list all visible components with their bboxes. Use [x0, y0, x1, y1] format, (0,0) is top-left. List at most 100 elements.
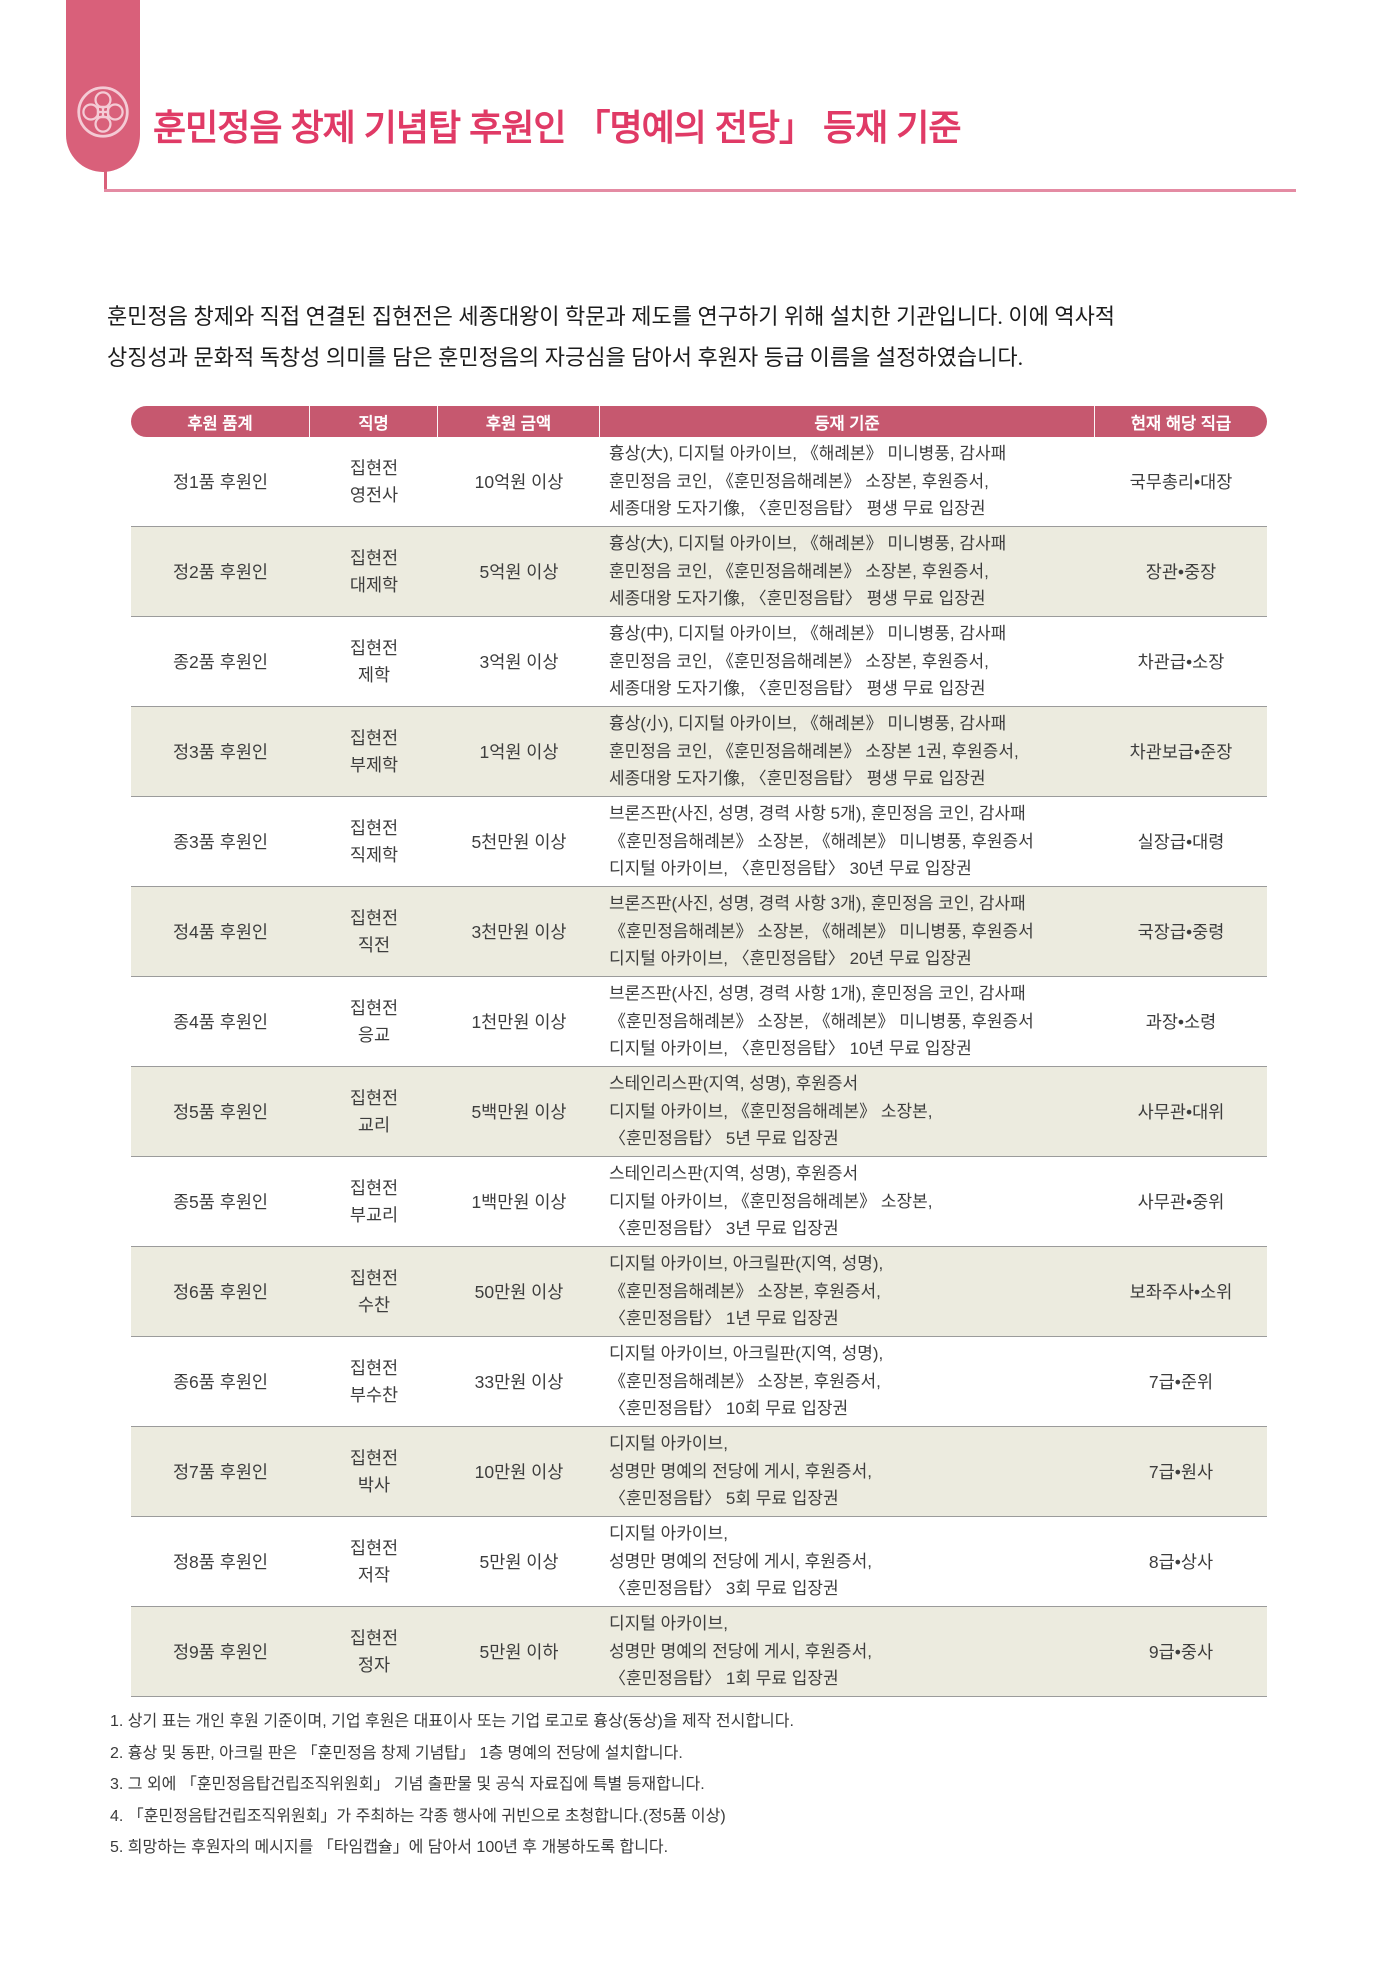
rank-cell: 정8품 후원인	[172, 1552, 269, 1572]
equivalent-cell: 사무관•중위	[1137, 1192, 1225, 1212]
header-rank: 후원 품계	[131, 406, 310, 437]
amount-cell: 1백만원 이상	[471, 1192, 567, 1212]
rank-cell: 종4품 후원인	[172, 1012, 269, 1032]
header-criteria: 등재 기준	[600, 406, 1095, 437]
rank-cell: 종5품 후원인	[172, 1192, 269, 1212]
amount-cell: 5백만원 이상	[471, 1102, 567, 1122]
amount-cell: 50만원 이상	[474, 1282, 564, 1302]
criteria-cell: 디지털 아카이브, 성명만 명예의 전당에 게시, 후원증서, 〈훈민정음탑〉 1회…	[609, 1614, 872, 1689]
title-cell: 집현전 제학	[349, 637, 399, 685]
rank-cell: 정9품 후원인	[172, 1642, 269, 1662]
table-row: 정2품 후원인 집현전 대제학 5억원 이상 흉상(大), 디지털 아카이브, 《…	[131, 527, 1267, 617]
table-row: 정7품 후원인 집현전 박사 10만원 이상 디지털 아카이브, 성명만 명예의 전…	[131, 1427, 1267, 1517]
criteria-cell: 디지털 아카이브, 아크릴판(지역, 성명), 《훈민정음해례본》 소장본, 후원…	[609, 1254, 884, 1329]
amount-cell: 3억원 이상	[479, 652, 559, 672]
rank-cell: 정3품 후원인	[172, 742, 269, 762]
table-row: 정9품 후원인 집현전 정자 5만원 이하 디지털 아카이브, 성명만 명예의 전당…	[131, 1607, 1267, 1697]
criteria-cell: 스테인리스판(지역, 성명), 후원증서 디지털 아카이브, 《훈민정음해례본》 …	[609, 1164, 933, 1239]
title-connector-line	[104, 168, 107, 192]
criteria-cell: 브론즈판(사진, 성명, 경력 사항 5개), 훈민정음 코인, 감사패 《훈민정…	[609, 804, 1034, 879]
title-cell: 집현전 부수찬	[349, 1357, 399, 1405]
title-cell: 집현전 교리	[349, 1087, 399, 1135]
footnote-line: 5. 희망하는 후원자의 메시지를 「타임캡슐」에 담아서 100년 후 개봉하…	[110, 1839, 669, 1856]
rank-cell: 종6품 후원인	[172, 1372, 269, 1392]
criteria-cell: 디지털 아카이브, 성명만 명예의 전당에 게시, 후원증서, 〈훈민정음탑〉 3회…	[609, 1524, 872, 1599]
criteria-cell: 스테인리스판(지역, 성명), 후원증서 디지털 아카이브, 《훈민정음해례본》 …	[609, 1074, 933, 1149]
equivalent-cell: 7급•준위	[1148, 1372, 1214, 1392]
equivalent-cell: 장관•중장	[1145, 562, 1217, 582]
table-body: 정1품 후원인 집현전 영전사 10억원 이상 흉상(大), 디지털 아카이브, …	[131, 437, 1267, 1697]
intro-line-2: 상징성과 문화적 독창성 의미를 담은 훈민정음의 자긍심을 담아서 후원자 등…	[107, 345, 1024, 370]
intro-line-1: 훈민정음 창제와 직접 연결된 집현전은 세종대왕이 학문과 제도를 연구하기 …	[107, 304, 1116, 329]
criteria-cell: 흉상(中), 디지털 아카이브, 《해례본》 미니병풍, 감사패 훈민정음 코인,…	[609, 624, 1007, 699]
equivalent-cell: 차관보급•준장	[1129, 742, 1233, 762]
equivalent-cell: 8급•상사	[1148, 1552, 1214, 1572]
table-row: 종3품 후원인 집현전 직제학 5천만원 이상 브론즈판(사진, 성명, 경력 사…	[131, 797, 1267, 887]
rank-cell: 정4품 후원인	[172, 922, 269, 942]
title-cell: 집현전 직전	[349, 907, 399, 955]
table-row: 정3품 후원인 집현전 부제학 1억원 이상 흉상(小), 디지털 아카이브, 《…	[131, 707, 1267, 797]
rank-cell: 정1품 후원인	[172, 472, 269, 492]
table-header-row: 후원 품계 직명 후원 금액 등재 기준 현재 해당 직급	[131, 406, 1267, 437]
header-title: 직명	[310, 406, 438, 437]
amount-cell: 3천만원 이상	[471, 922, 567, 942]
footnotes: 1. 상기 표는 개인 후원 기준이며, 기업 후원은 대표이사 또는 기업 로…	[110, 1706, 794, 1864]
equivalent-cell: 보좌주사•소위	[1129, 1282, 1233, 1302]
sponsor-rank-table: 후원 품계 직명 후원 금액 등재 기준 현재 해당 직급 정1품 후원인 집현…	[131, 406, 1267, 1697]
footnote-line: 4. 「훈민정음탑건립조직위원회」가 주최하는 각종 행사에 귀빈으로 초청합니…	[110, 1807, 726, 1825]
table-row: 종6품 후원인 집현전 부수찬 33만원 이상 디지털 아카이브, 아크릴판(지역…	[131, 1337, 1267, 1427]
table-row: 정1품 후원인 집현전 영전사 10억원 이상 흉상(大), 디지털 아카이브, …	[131, 437, 1267, 527]
title-cell: 집현전 대제학	[349, 547, 399, 595]
rank-cell: 정5품 후원인	[172, 1102, 269, 1122]
intro-paragraph: 훈민정음 창제와 직접 연결된 집현전은 세종대왕이 학문과 제도를 연구하기 …	[107, 296, 1307, 378]
hunminjeongeum-emblem-icon	[77, 86, 129, 138]
equivalent-cell: 국장급•중령	[1137, 922, 1225, 942]
page-title: 훈민정음 창제 기념탑 후원인 「명예의 전당」 등재 기준	[153, 107, 962, 148]
amount-cell: 5만원 이하	[479, 1642, 559, 1662]
footnote-line: 3. 그 외에 「훈민정음탑건립조직위원회」 기념 출판물 및 공식 자료집에 …	[110, 1776, 705, 1793]
title-cell: 집현전 영전사	[349, 457, 399, 505]
equivalent-cell: 9급•중사	[1148, 1642, 1214, 1662]
table-row: 종5품 후원인 집현전 부교리 1백만원 이상 스테인리스판(지역, 성명), 후…	[131, 1157, 1267, 1247]
rank-cell: 종3품 후원인	[172, 832, 269, 852]
rank-cell: 정2품 후원인	[172, 562, 269, 582]
header-amount: 후원 금액	[438, 406, 600, 437]
table-row: 정5품 후원인 집현전 교리 5백만원 이상 스테인리스판(지역, 성명), 후원…	[131, 1067, 1267, 1157]
table-row: 정8품 후원인 집현전 저작 5만원 이상 디지털 아카이브, 성명만 명예의 전당…	[131, 1517, 1267, 1607]
equivalent-cell: 차관급•소장	[1137, 652, 1225, 672]
title-cell: 집현전 수찬	[349, 1267, 399, 1315]
criteria-cell: 브론즈판(사진, 성명, 경력 사항 3개), 훈민정음 코인, 감사패 《훈민정…	[609, 894, 1034, 969]
criteria-cell: 브론즈판(사진, 성명, 경력 사항 1개), 훈민정음 코인, 감사패 《훈민정…	[609, 984, 1034, 1059]
rank-cell: 정7품 후원인	[172, 1462, 269, 1482]
criteria-cell: 디지털 아카이브, 아크릴판(지역, 성명), 《훈민정음해례본》 소장본, 후원…	[609, 1344, 884, 1419]
amount-cell: 5천만원 이상	[471, 832, 567, 852]
amount-cell: 5억원 이상	[479, 562, 559, 582]
title-cell: 집현전 부교리	[349, 1177, 399, 1225]
criteria-cell: 흉상(大), 디지털 아카이브, 《해례본》 미니병풍, 감사패 훈민정음 코인,…	[609, 534, 1007, 609]
title-cell: 집현전 박사	[349, 1447, 399, 1495]
title-cell: 집현전 정자	[349, 1627, 399, 1675]
title-underline-rule	[104, 189, 1296, 192]
header-pink-tab	[66, 0, 140, 172]
header-equivalent: 현재 해당 직급	[1130, 414, 1232, 433]
equivalent-cell: 과장•소령	[1145, 1012, 1217, 1032]
amount-cell: 10만원 이상	[474, 1462, 564, 1482]
rank-cell: 종2품 후원인	[172, 652, 269, 672]
equivalent-cell: 실장급•대령	[1137, 832, 1225, 852]
footnote-line: 1. 상기 표는 개인 후원 기준이며, 기업 후원은 대표이사 또는 기업 로…	[110, 1713, 794, 1730]
table-row: 종4품 후원인 집현전 응교 1천만원 이상 브론즈판(사진, 성명, 경력 사항…	[131, 977, 1267, 1067]
criteria-cell: 흉상(小), 디지털 아카이브, 《해례본》 미니병풍, 감사패 훈민정음 코인,…	[609, 714, 1019, 789]
equivalent-cell: 사무관•대위	[1137, 1102, 1225, 1122]
table-row: 정6품 후원인 집현전 수찬 50만원 이상 디지털 아카이브, 아크릴판(지역,…	[131, 1247, 1267, 1337]
amount-cell: 10억원 이상	[474, 472, 564, 492]
title-cell: 집현전 직제학	[349, 817, 399, 865]
footnote-line: 2. 흉상 및 동판, 아크릴 판은 「훈민정음 창제 기념탑」 1층 명예의 …	[110, 1744, 683, 1762]
table-row: 종2품 후원인 집현전 제학 3억원 이상 흉상(中), 디지털 아카이브, 《해…	[131, 617, 1267, 707]
title-cell: 집현전 저작	[349, 1537, 399, 1585]
equivalent-cell: 국무총리•대장	[1129, 472, 1233, 492]
rank-cell: 정6품 후원인	[172, 1282, 269, 1302]
title-cell: 집현전 응교	[349, 997, 399, 1045]
criteria-cell: 디지털 아카이브, 성명만 명예의 전당에 게시, 후원증서, 〈훈민정음탑〉 5회…	[609, 1434, 872, 1509]
table-row: 정4품 후원인 집현전 직전 3천만원 이상 브론즈판(사진, 성명, 경력 사항…	[131, 887, 1267, 977]
